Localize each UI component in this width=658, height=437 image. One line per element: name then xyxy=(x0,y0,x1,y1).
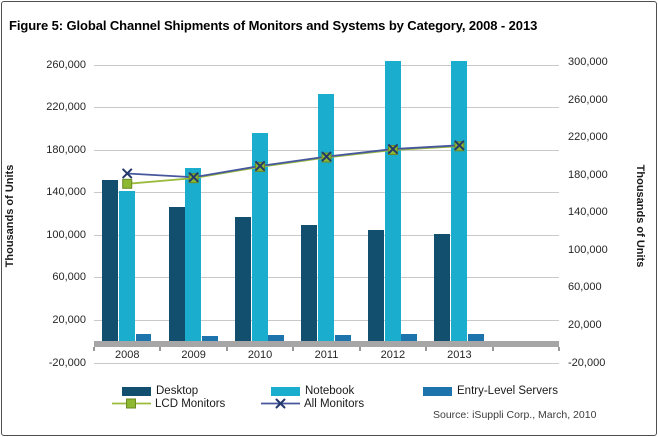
bar-desktop-2008 xyxy=(102,180,119,344)
left-axis-tick-label: -20,000 xyxy=(48,356,86,369)
left-axis-tick-label: 60,000 xyxy=(52,271,86,284)
left-axis-tick-label: 100,000 xyxy=(46,228,86,241)
line-series-layer xyxy=(122,140,465,189)
legend-line-glyph xyxy=(261,398,300,409)
bar-notebook-2013 xyxy=(451,61,467,344)
legend-item-servers: Entry-Level Servers xyxy=(423,385,558,397)
x-axis-year-label: 2008 xyxy=(114,349,140,362)
bar-notebook-2010 xyxy=(251,133,268,344)
bar-desktop-2012 xyxy=(367,230,384,344)
bar-notebook-2009 xyxy=(185,168,202,344)
bar-entry-level-servers-2012 xyxy=(401,334,418,344)
x-axis-tick xyxy=(93,347,95,352)
left-axis-tick-label: 140,000 xyxy=(46,186,86,199)
gridline xyxy=(94,64,559,66)
bar-entry-level-servers-2011 xyxy=(334,334,351,344)
left-axis-tick-label: 260,000 xyxy=(46,58,86,71)
legend-item-notebook: Notebook xyxy=(271,385,354,397)
plot-area: 2008 2009 2010 2011 2012 2013 xyxy=(93,44,560,364)
bar-entry-level-servers-2013 xyxy=(467,334,484,344)
bar-desktop-2013 xyxy=(434,234,451,344)
right-axis-tick-label: 180,000 xyxy=(568,168,608,181)
legend-label-notebook: Notebook xyxy=(305,385,355,397)
line-lcd-monitors xyxy=(127,145,460,185)
right-axis-title: Thousands of Units xyxy=(634,164,646,268)
x-marker-icon xyxy=(387,144,398,155)
x-axis-year-label: 2010 xyxy=(247,349,273,362)
x-axis-tick xyxy=(425,347,428,352)
x-axis-band xyxy=(94,341,559,348)
bar-desktop-2011 xyxy=(301,224,318,344)
legend-item-all-monitors: All Monitors xyxy=(261,397,364,410)
legend-line-glyph xyxy=(112,398,151,409)
bar-desktop-2009 xyxy=(168,206,185,344)
left-axis-tick-label: 20,000 xyxy=(52,313,86,326)
x-axis-tick xyxy=(358,347,361,352)
lcd-line-marker-icon xyxy=(112,397,151,410)
legend-item-lcd-monitors: LCD Monitors xyxy=(112,397,225,410)
all-monitors-line-marker-icon xyxy=(261,397,300,410)
x-axis-tick xyxy=(292,347,295,352)
square-marker-icon xyxy=(122,178,133,189)
left-axis-tick-label: 180,000 xyxy=(46,143,86,156)
source-note: Source: iSuppli Corp., March, 2010 xyxy=(433,409,597,421)
legend-label-lcd-monitors: LCD Monitors xyxy=(155,397,226,410)
servers-swatch-icon xyxy=(423,386,452,396)
bar-notebook-2008 xyxy=(118,190,135,344)
x-axis-tick xyxy=(159,347,162,352)
right-axis-tick-label: 300,000 xyxy=(568,56,608,69)
notebook-swatch-icon xyxy=(271,386,300,396)
right-axis-tick-label: 260,000 xyxy=(568,93,608,106)
x-marker-icon xyxy=(321,151,332,162)
legend-label-servers: Entry-Level Servers xyxy=(457,385,558,397)
right-axis-tick-label: 20,000 xyxy=(568,318,602,331)
bar-entry-level-servers-2010 xyxy=(268,335,285,344)
x-axis-tick xyxy=(491,347,494,352)
right-axis-tick-label: 100,000 xyxy=(568,243,608,256)
x-axis-year-label: 2013 xyxy=(447,349,472,362)
right-axis-tick-label: 140,000 xyxy=(568,206,608,219)
x-axis-tick xyxy=(558,347,560,352)
legend-item-desktop: Desktop xyxy=(122,385,198,397)
right-axis-tick-label: 220,000 xyxy=(568,131,608,144)
x-marker-icon xyxy=(122,168,133,179)
bar-entry-level-servers-2009 xyxy=(202,335,218,344)
gridline xyxy=(94,362,559,364)
x-axis-year-label: 2012 xyxy=(380,349,406,362)
bar-entry-level-servers-2008 xyxy=(135,334,152,344)
line-all-monitors xyxy=(127,144,460,179)
left-axis-title: Thousands of Units xyxy=(4,164,16,268)
left-axis-tick-label: 220,000 xyxy=(46,101,86,114)
bar-notebook-2012 xyxy=(384,61,401,344)
right-axis-tick-label: -20,000 xyxy=(568,356,606,369)
bar-desktop-2010 xyxy=(235,217,251,344)
x-axis-year-label: 2009 xyxy=(181,349,206,362)
legend-label-desktop: Desktop xyxy=(156,385,199,397)
x-marker-icon xyxy=(188,172,199,183)
x-axis-tick xyxy=(225,347,228,352)
legend-label-all-monitors: All Monitors xyxy=(304,397,365,410)
x-marker-icon xyxy=(454,140,465,151)
x-axis-year-label: 2011 xyxy=(314,349,339,362)
desktop-swatch-icon xyxy=(122,386,151,396)
figure-title: Figure 5: Global Channel Shipments of Mo… xyxy=(9,18,538,33)
x-marker-icon xyxy=(255,160,266,171)
right-axis-tick-label: 60,000 xyxy=(568,281,602,294)
